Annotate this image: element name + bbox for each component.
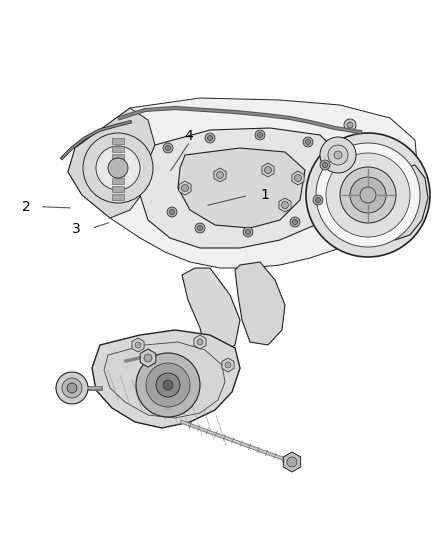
Bar	[112, 138, 124, 144]
Circle shape	[344, 119, 356, 131]
Bar	[112, 194, 124, 200]
Circle shape	[136, 353, 200, 417]
Circle shape	[306, 133, 430, 257]
Bar	[112, 186, 124, 192]
Circle shape	[170, 209, 174, 214]
Circle shape	[163, 143, 173, 153]
Circle shape	[287, 457, 297, 467]
Circle shape	[347, 122, 353, 128]
Circle shape	[316, 143, 420, 247]
Bar	[112, 170, 124, 176]
Circle shape	[255, 130, 265, 140]
Circle shape	[197, 339, 203, 345]
Circle shape	[166, 146, 170, 150]
Circle shape	[56, 372, 88, 404]
Polygon shape	[179, 181, 191, 195]
Circle shape	[83, 133, 153, 203]
Circle shape	[144, 354, 152, 362]
Circle shape	[181, 184, 188, 191]
Circle shape	[293, 220, 297, 224]
Bar	[112, 154, 124, 160]
Circle shape	[303, 137, 313, 147]
Circle shape	[208, 135, 212, 141]
Circle shape	[167, 207, 177, 217]
Circle shape	[195, 223, 205, 233]
Circle shape	[315, 198, 321, 203]
Polygon shape	[283, 452, 300, 472]
Polygon shape	[262, 163, 274, 177]
Circle shape	[290, 217, 300, 227]
Circle shape	[135, 342, 141, 348]
Polygon shape	[140, 349, 156, 367]
Circle shape	[282, 201, 289, 208]
Circle shape	[350, 177, 386, 213]
Bar	[112, 178, 124, 184]
Circle shape	[205, 133, 215, 143]
Polygon shape	[182, 268, 240, 355]
Polygon shape	[68, 108, 155, 218]
Circle shape	[360, 187, 376, 203]
Circle shape	[340, 167, 396, 223]
Bar	[112, 162, 124, 168]
Polygon shape	[178, 148, 305, 228]
Circle shape	[163, 380, 173, 390]
Text: 2: 2	[22, 200, 31, 214]
Circle shape	[305, 140, 311, 144]
Circle shape	[243, 227, 253, 237]
Polygon shape	[194, 335, 206, 349]
Circle shape	[322, 163, 328, 167]
Text: 3: 3	[72, 222, 81, 236]
Circle shape	[225, 362, 231, 368]
Circle shape	[320, 160, 330, 170]
Circle shape	[313, 195, 323, 205]
Circle shape	[198, 225, 202, 230]
Circle shape	[62, 378, 82, 398]
Circle shape	[146, 363, 190, 407]
Circle shape	[334, 151, 342, 159]
Polygon shape	[235, 262, 285, 345]
Circle shape	[67, 383, 77, 393]
Circle shape	[96, 146, 140, 190]
Circle shape	[294, 174, 301, 182]
Text: 1: 1	[261, 188, 269, 201]
Circle shape	[108, 158, 128, 178]
Polygon shape	[140, 128, 340, 248]
Polygon shape	[92, 330, 240, 428]
Circle shape	[258, 133, 262, 138]
Circle shape	[216, 172, 223, 179]
Polygon shape	[279, 198, 291, 212]
Text: 4: 4	[184, 129, 193, 143]
Polygon shape	[388, 165, 428, 240]
Polygon shape	[132, 338, 144, 352]
Polygon shape	[104, 342, 225, 418]
Circle shape	[246, 230, 251, 235]
Polygon shape	[292, 171, 304, 185]
Polygon shape	[214, 168, 226, 182]
Polygon shape	[68, 98, 418, 268]
Circle shape	[326, 153, 410, 237]
Circle shape	[328, 145, 348, 165]
Circle shape	[156, 373, 180, 397]
Polygon shape	[222, 358, 234, 372]
Circle shape	[320, 137, 356, 173]
Bar	[112, 146, 124, 152]
Circle shape	[265, 166, 272, 174]
